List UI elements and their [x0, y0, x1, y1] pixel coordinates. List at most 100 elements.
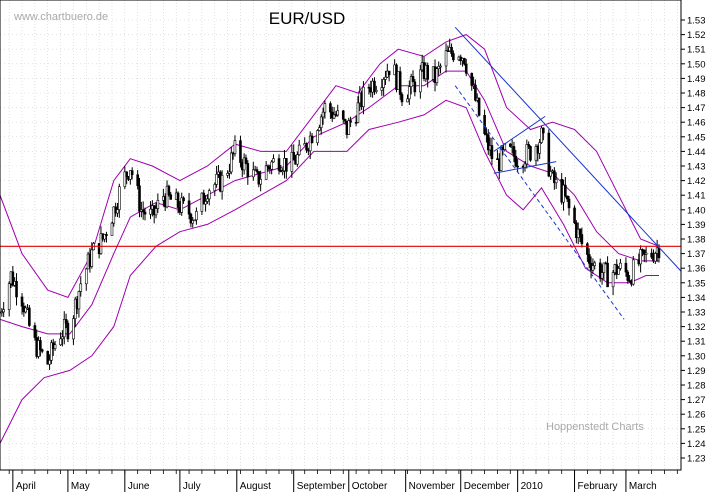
candle-body — [255, 169, 259, 172]
candle-body — [99, 233, 103, 254]
candle-body — [639, 249, 642, 265]
candle-body — [118, 186, 121, 210]
candle-body — [143, 211, 147, 215]
candle-body — [7, 283, 11, 310]
candle-body — [642, 249, 646, 255]
candle-body — [411, 76, 415, 83]
x-tick-label: May — [71, 481, 90, 492]
candle-body — [606, 262, 609, 288]
candle-body — [228, 171, 231, 174]
candle-body — [578, 228, 582, 235]
candle-body — [130, 170, 134, 176]
candle-body — [527, 144, 530, 147]
candle-body — [464, 63, 468, 74]
candle-body — [400, 94, 404, 103]
x-tick-label: November — [409, 481, 456, 492]
candle-body — [48, 359, 51, 365]
candle-body — [384, 76, 387, 80]
y-tick-label: 1.45 — [687, 132, 706, 143]
candle-body — [110, 222, 114, 236]
y-tick-label: 1.35 — [687, 278, 706, 289]
source-credit: Hoppenstedt Charts — [546, 421, 644, 433]
candle-body — [332, 114, 336, 119]
candle-body — [206, 198, 209, 202]
candle-body — [242, 157, 246, 171]
candle-body — [408, 86, 411, 100]
candle-body — [406, 98, 409, 103]
y-tick-label: 1.28 — [687, 381, 706, 392]
candle-body — [387, 70, 391, 76]
candle-body — [356, 102, 360, 123]
candle-body — [450, 47, 453, 54]
candle-body — [189, 213, 193, 224]
candle-body — [20, 296, 24, 307]
candle-body — [567, 198, 571, 209]
candle-body — [323, 103, 327, 113]
axes: 1.23 1.24 1.25 1.26 1.27 1.28 1.29 1.30 1.31 1.32… — [8, 16, 706, 492]
candle-body — [169, 194, 173, 200]
candle-body — [297, 144, 301, 155]
candle-body — [349, 120, 352, 123]
candle-body — [138, 185, 141, 212]
candle-body — [15, 281, 18, 298]
y-tick-label: 1.23 — [687, 454, 706, 465]
candle-body — [40, 349, 44, 352]
candle-body — [290, 152, 294, 172]
candle-body — [64, 319, 68, 324]
trend-line — [454, 26, 682, 272]
candle-body — [540, 127, 543, 143]
candle-body — [233, 140, 237, 154]
y-tick-label: 1.31 — [687, 337, 706, 348]
y-tick-label: 1.48 — [687, 89, 706, 100]
candle-body — [296, 154, 299, 165]
candle-body — [310, 135, 314, 144]
candle-body — [657, 247, 661, 259]
y-tick-label: 1.49 — [687, 74, 706, 85]
candle-body — [123, 171, 127, 188]
candle-body — [336, 110, 340, 116]
x-tick-label: October — [352, 481, 388, 492]
candle-body — [654, 253, 657, 262]
y-tick-label: 1.29 — [687, 366, 706, 377]
candle-body — [591, 265, 595, 271]
candle-body — [281, 170, 284, 173]
candle-body — [272, 158, 275, 163]
candle-body — [538, 142, 541, 154]
y-tick-label: 1.26 — [687, 410, 706, 421]
candle-body — [2, 309, 5, 313]
candle-body — [553, 170, 556, 184]
candle-body — [149, 208, 152, 215]
candle-body — [602, 262, 606, 273]
candle-body — [398, 71, 402, 95]
trend-line — [493, 161, 557, 174]
candle-body — [598, 262, 602, 279]
y-tick-label: 1.34 — [687, 293, 706, 304]
candle-body — [373, 80, 376, 92]
candle-body — [62, 319, 66, 338]
candle-body — [165, 185, 169, 208]
y-tick-label: 1.50 — [687, 59, 706, 70]
bollinger-upper-line — [0, 34, 660, 299]
candle-body — [444, 50, 448, 67]
candle-body — [419, 69, 422, 93]
y-tick-label: 1.53 — [687, 16, 706, 27]
candle-body — [626, 271, 630, 281]
x-tick-label: August — [240, 481, 271, 492]
y-tick-label: 1.46 — [687, 118, 706, 129]
candle-body — [46, 351, 50, 365]
candle-body — [229, 152, 233, 173]
candle-body — [564, 184, 567, 197]
candle-body — [213, 184, 217, 191]
candle-body — [195, 211, 198, 221]
candle-body — [136, 174, 139, 187]
candle-body — [382, 79, 385, 88]
candle-body — [631, 259, 635, 285]
candle-body — [512, 146, 516, 157]
candle-body — [439, 65, 442, 68]
candle-body — [112, 206, 116, 224]
candle-body — [11, 271, 15, 286]
candle-body — [61, 336, 64, 340]
candle-body — [426, 65, 429, 80]
y-tick-label: 1.30 — [687, 351, 706, 362]
